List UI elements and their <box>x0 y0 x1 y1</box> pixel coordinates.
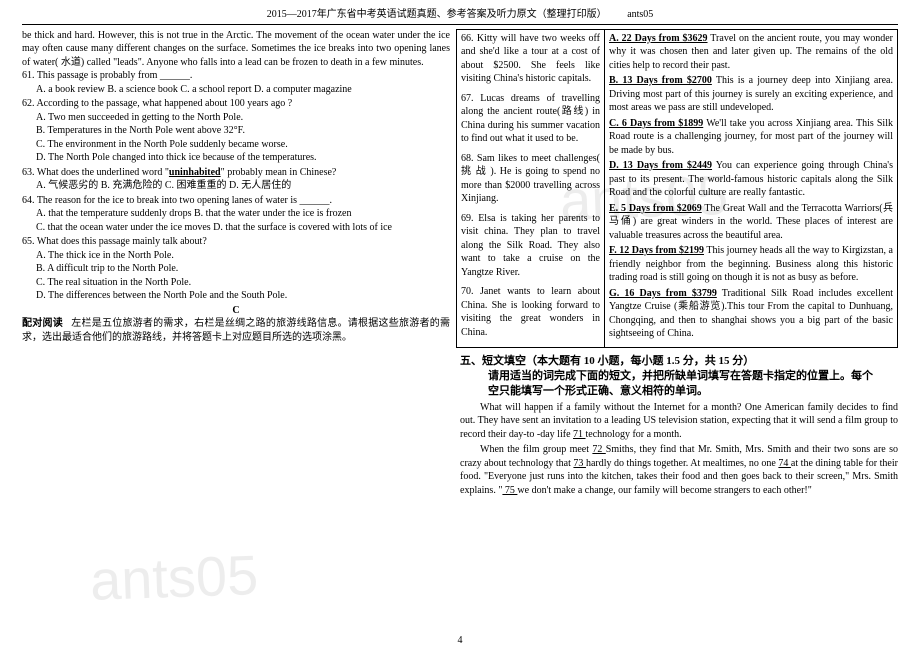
matching-intro: 配对阅读 左栏是五位旅游者的需求，右栏是丝绸之路的旅游线路信息。请根据这些旅游者… <box>22 317 450 344</box>
section5-sub2: 空只能填写一个形式正确、意义相符的单词。 <box>488 384 898 399</box>
header-title: 2015—2017年广东省中考英语试题真题、参考答案及听力原文（整理打印版） <box>267 9 607 20</box>
section5-sub1: 请用适当的词完成下面的短文，并把所缺单词填写在答题卡指定的位置上。每个 <box>488 369 898 384</box>
q65-a: A. The thick ice in the North Pole. <box>22 249 450 263</box>
section-c-title: C <box>22 304 450 318</box>
q65-b: B. A difficult trip to the North Pole. <box>22 262 450 276</box>
question-61: 61. This passage is probably from ______… <box>22 69 450 96</box>
needs-column: 66. Kitty will have two weeks off and sh… <box>457 30 605 348</box>
page-number: 4 <box>0 634 920 648</box>
q61-stem: 61. This passage is probably from ______… <box>22 69 450 83</box>
q65-c: C. The real situation in the North Pole. <box>22 276 450 290</box>
q62-b: B. Temperatures in the North Pole went a… <box>22 124 450 138</box>
tour-c: C. 6 Days from $1899 We'll take you acro… <box>609 117 893 158</box>
q64-row1: A. that the temperature suddenly drops B… <box>22 207 450 221</box>
question-64: 64. The reason for the ice to break into… <box>22 194 450 235</box>
item-67: 67. Lucas dreams of travelling along the… <box>461 92 600 146</box>
header-code: ants05 <box>627 9 653 20</box>
q62-a: A. Two men succeeded in getting to the N… <box>22 111 450 125</box>
item-66: 66. Kitty will have two weeks off and sh… <box>461 32 600 86</box>
tour-g: G. 16 Days from $3799 Traditional Silk R… <box>609 287 893 341</box>
tour-d: D. 13 Days from $2449 You can experience… <box>609 159 893 200</box>
q62-d: D. The North Pole changed into thick ice… <box>22 151 450 165</box>
section-five: 五、短文填空（本大题有 10 小题，每小题 1.5 分，共 15 分） 请用适当… <box>460 354 898 497</box>
q64-row2: C. that the ocean water under the ice mo… <box>22 221 450 235</box>
q62-c: C. The environment in the North Pole sud… <box>22 138 450 152</box>
section5-p2: When the film group meet 72 Smiths, they… <box>460 443 898 497</box>
q64-stem: 64. The reason for the ice to break into… <box>22 194 450 208</box>
watermark: ants05 <box>89 537 260 618</box>
question-63: 63. What does the underlined word "uninh… <box>22 166 450 193</box>
tour-b: B. 13 Days from $2700 This is a journey … <box>609 74 893 115</box>
item-68: 68. Sam likes to meet challenges( 挑 战 ).… <box>461 152 600 206</box>
q63-stem: 63. What does the underlined word "uninh… <box>22 166 450 180</box>
left-column: be thick and hard. However, this is not … <box>22 29 450 349</box>
q65-stem: 65. What does this passage mainly talk a… <box>22 235 450 249</box>
q65-d: D. The differences between the North Pol… <box>22 289 450 303</box>
tours-column: A. 22 Days from $3629 Travel on the anci… <box>605 30 897 348</box>
q63-options: A. 气候恶劣的 B. 充满危险的 C. 困难重重的 D. 无人居住的 <box>22 179 450 193</box>
q61-options: A. a book review B. a science book C. a … <box>22 83 450 97</box>
tour-e: E. 5 Days from $2069 The Great Wall and … <box>609 202 893 243</box>
page-header: 2015—2017年广东省中考英语试题真题、参考答案及听力原文（整理打印版） a… <box>22 8 898 25</box>
item-69: 69. Elsa is taking her parents to visit … <box>461 212 600 280</box>
section5-p1: What will happen if a family without the… <box>460 401 898 442</box>
item-70: 70. Janet wants to learn about China. Sh… <box>461 285 600 339</box>
tour-f: F. 12 Days from $2199 This journey heads… <box>609 244 893 285</box>
question-62: 62. According to the passage, what happe… <box>22 97 450 165</box>
tour-a: A. 22 Days from $3629 Travel on the anci… <box>609 32 893 73</box>
question-65: 65. What does this passage mainly talk a… <box>22 235 450 303</box>
matching-table: 66. Kitty will have two weeks off and sh… <box>456 29 898 349</box>
passage-continuation: be thick and hard. However, this is not … <box>22 29 450 70</box>
section5-title: 五、短文填空（本大题有 10 小题，每小题 1.5 分，共 15 分） <box>460 354 898 369</box>
q62-stem: 62. According to the passage, what happe… <box>22 97 450 111</box>
